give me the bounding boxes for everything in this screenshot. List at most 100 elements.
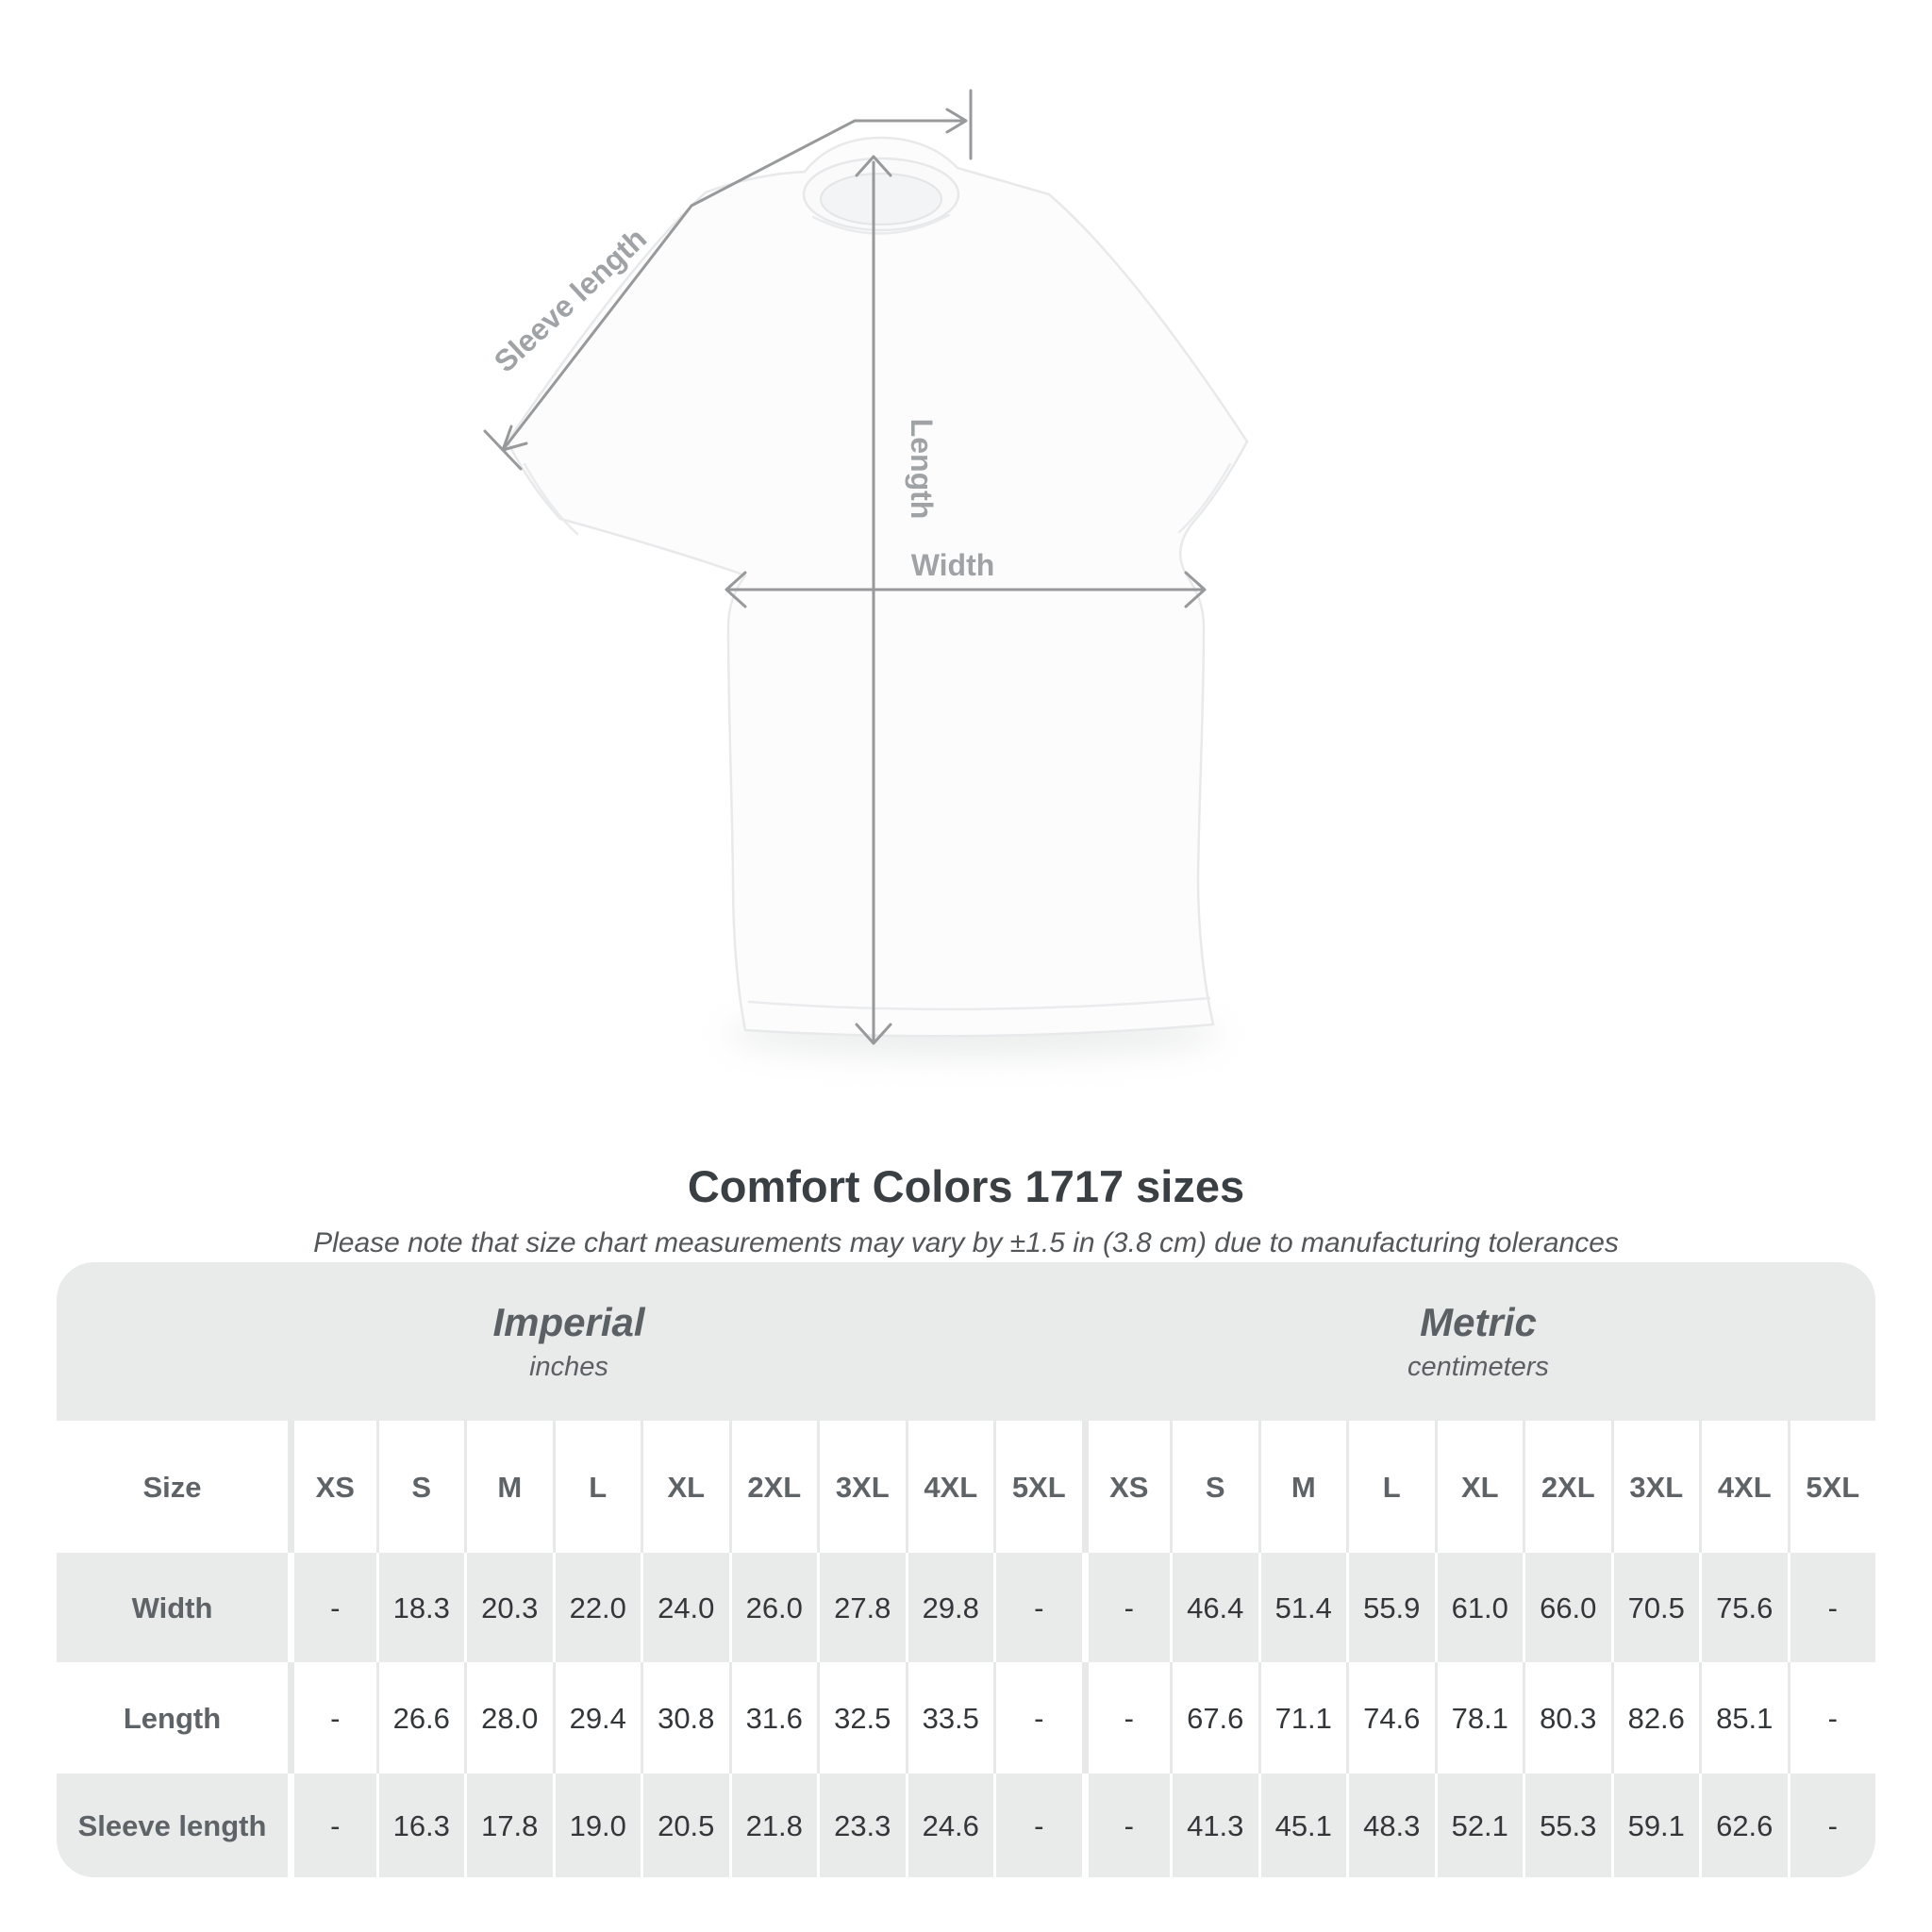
unit-group-imperial: Imperial inches: [57, 1262, 1081, 1421]
size-header-metric-m: M: [1257, 1421, 1346, 1553]
length-metric-2xl: 80.3: [1523, 1662, 1611, 1774]
sleeve-imperial-3xl: 23.3: [817, 1774, 906, 1877]
width-metric-3xl: 70.5: [1610, 1553, 1699, 1662]
width-imperial-m: 20.3: [464, 1553, 553, 1662]
sleeve-metric-xl: 52.1: [1434, 1774, 1523, 1877]
width-imperial-2xl: 26.0: [728, 1553, 817, 1662]
tshirt-left-cuff-seam: [523, 462, 579, 536]
length-metric-4xl: 85.1: [1699, 1662, 1788, 1774]
length-imperial-4xl: 33.5: [905, 1662, 993, 1774]
tshirt-right-cuff-seam: [1177, 462, 1232, 534]
width-metric-4xl: 75.6: [1699, 1553, 1788, 1662]
length-arrowhead-bottom-icon: [855, 1023, 892, 1045]
row-label-width: Width: [57, 1553, 288, 1662]
size-header-imperial-s: S: [375, 1421, 464, 1553]
length-row: Length - 26.6 28.0 29.4 30.8 31.6 32.5 3…: [57, 1662, 1875, 1774]
metric-unit: centimeters: [1407, 1351, 1549, 1382]
size-table-grid: Size XS S M L XL 2XL 3XL 4XL 5XL XS S M …: [57, 1421, 1875, 1877]
length-metric-xs: -: [1081, 1662, 1170, 1774]
width-metric-s: 46.4: [1170, 1553, 1258, 1662]
tshirt-collar-seam: [811, 213, 951, 235]
size-header-imperial-xs: XS: [288, 1421, 376, 1553]
width-imperial-l: 22.0: [552, 1553, 641, 1662]
length-metric-m: 71.1: [1257, 1662, 1346, 1774]
length-imperial-xl: 30.8: [641, 1662, 729, 1774]
size-header-metric-3xl: 3XL: [1610, 1421, 1699, 1553]
sleeve-imperial-xs: -: [288, 1774, 376, 1877]
sleeve-metric-2xl: 55.3: [1523, 1774, 1611, 1877]
width-imperial-5xl: -: [993, 1553, 1082, 1662]
sleeve-imperial-5xl: -: [993, 1774, 1082, 1877]
sleeve-metric-5xl: -: [1787, 1774, 1875, 1877]
length-imperial-xs: -: [288, 1662, 376, 1774]
length-metric-xl: 78.1: [1434, 1662, 1523, 1774]
width-arrowhead-right-icon: [1184, 571, 1207, 608]
width-label: Width: [911, 548, 995, 582]
imperial-unit: inches: [529, 1351, 608, 1382]
sleeve-imperial-l: 19.0: [552, 1774, 641, 1877]
sleeve-imperial-2xl: 21.8: [728, 1774, 817, 1877]
sleeve-metric-3xl: 59.1: [1610, 1774, 1699, 1877]
imperial-label: Imperial: [492, 1299, 645, 1344]
size-header-imperial-2xl: 2XL: [728, 1421, 817, 1553]
length-imperial-3xl: 32.5: [817, 1662, 906, 1774]
sleeve-metric-xs: -: [1081, 1774, 1170, 1877]
length-metric-5xl: -: [1787, 1662, 1875, 1774]
cuff-tick-line: [483, 429, 523, 471]
tshirt-collar-inner: [820, 173, 942, 225]
width-row: Width - 18.3 20.3 22.0 24.0 26.0 27.8 29…: [57, 1553, 1875, 1662]
width-imperial-xl: 24.0: [641, 1553, 729, 1662]
size-header-imperial-3xl: 3XL: [817, 1421, 906, 1553]
row-label-length: Length: [57, 1662, 288, 1774]
size-header-imperial-xl: XL: [641, 1421, 729, 1553]
width-imperial-xs: -: [288, 1553, 376, 1662]
tshirt-measurement-diagram: Sleeve length Length Width: [483, 89, 1249, 1057]
size-header-metric-l: L: [1346, 1421, 1435, 1553]
sleeve-imperial-m: 17.8: [464, 1774, 553, 1877]
width-metric-2xl: 66.0: [1523, 1553, 1611, 1662]
page-title: Comfort Colors 1717 sizes: [687, 1161, 1245, 1211]
length-metric-3xl: 82.6: [1610, 1662, 1699, 1774]
size-header-imperial-4xl: 4XL: [905, 1421, 993, 1553]
unit-band: Imperial inches Metric centimeters: [57, 1262, 1875, 1421]
sleeve-imperial-4xl: 24.6: [905, 1774, 993, 1877]
size-header-imperial-l: L: [552, 1421, 641, 1553]
size-header-metric-5xl: 5XL: [1787, 1421, 1875, 1553]
sleeve-imperial-xl: 20.5: [641, 1774, 729, 1877]
length-imperial-s: 26.6: [375, 1662, 464, 1774]
size-header-metric-xs: XS: [1081, 1421, 1170, 1553]
size-header-metric-2xl: 2XL: [1523, 1421, 1611, 1553]
sleeve-metric-m: 45.1: [1257, 1774, 1346, 1877]
length-imperial-m: 28.0: [464, 1662, 553, 1774]
width-imperial-s: 18.3: [375, 1553, 464, 1662]
sleeve-metric-l: 48.3: [1346, 1774, 1435, 1877]
tshirt-outline: [506, 136, 1249, 1038]
size-header-metric-xl: XL: [1434, 1421, 1523, 1553]
width-metric-xs: -: [1081, 1553, 1170, 1662]
width-imperial-4xl: 29.8: [905, 1553, 993, 1662]
sleeve-metric-4xl: 62.6: [1699, 1774, 1788, 1877]
sleeve-metric-s: 41.3: [1170, 1774, 1258, 1877]
tshirt-diagram-canvas: Sleeve length Length Width: [483, 89, 1249, 1057]
width-metric-m: 51.4: [1257, 1553, 1346, 1662]
length-label: Length: [905, 419, 939, 520]
width-arrowhead-left-icon: [724, 571, 747, 608]
tshirt-hem-seam: [747, 996, 1211, 1011]
size-table: Imperial inches Metric centimeters Size …: [57, 1262, 1875, 1877]
size-header-metric-s: S: [1170, 1421, 1258, 1553]
tolerance-note: Please note that size chart measurements…: [313, 1227, 1619, 1258]
size-header-metric-4xl: 4XL: [1699, 1421, 1788, 1553]
length-metric-s: 67.6: [1170, 1662, 1258, 1774]
sleeve-length-row: Sleeve length - 16.3 17.8 19.0 20.5 21.8…: [57, 1774, 1875, 1877]
length-metric-l: 74.6: [1346, 1662, 1435, 1774]
size-column-header: Size: [57, 1421, 288, 1553]
sleeve-imperial-s: 16.3: [375, 1774, 464, 1877]
width-imperial-3xl: 27.8: [817, 1553, 906, 1662]
sleeve-length-arrowhead-right-icon: [945, 108, 968, 134]
width-metric-5xl: -: [1787, 1553, 1875, 1662]
width-metric-l: 55.9: [1346, 1553, 1435, 1662]
size-header-imperial-m: M: [464, 1421, 553, 1553]
length-imperial-2xl: 31.6: [728, 1662, 817, 1774]
length-imperial-l: 29.4: [552, 1662, 641, 1774]
size-header-row: Size XS S M L XL 2XL 3XL 4XL 5XL XS S M …: [57, 1421, 1875, 1553]
